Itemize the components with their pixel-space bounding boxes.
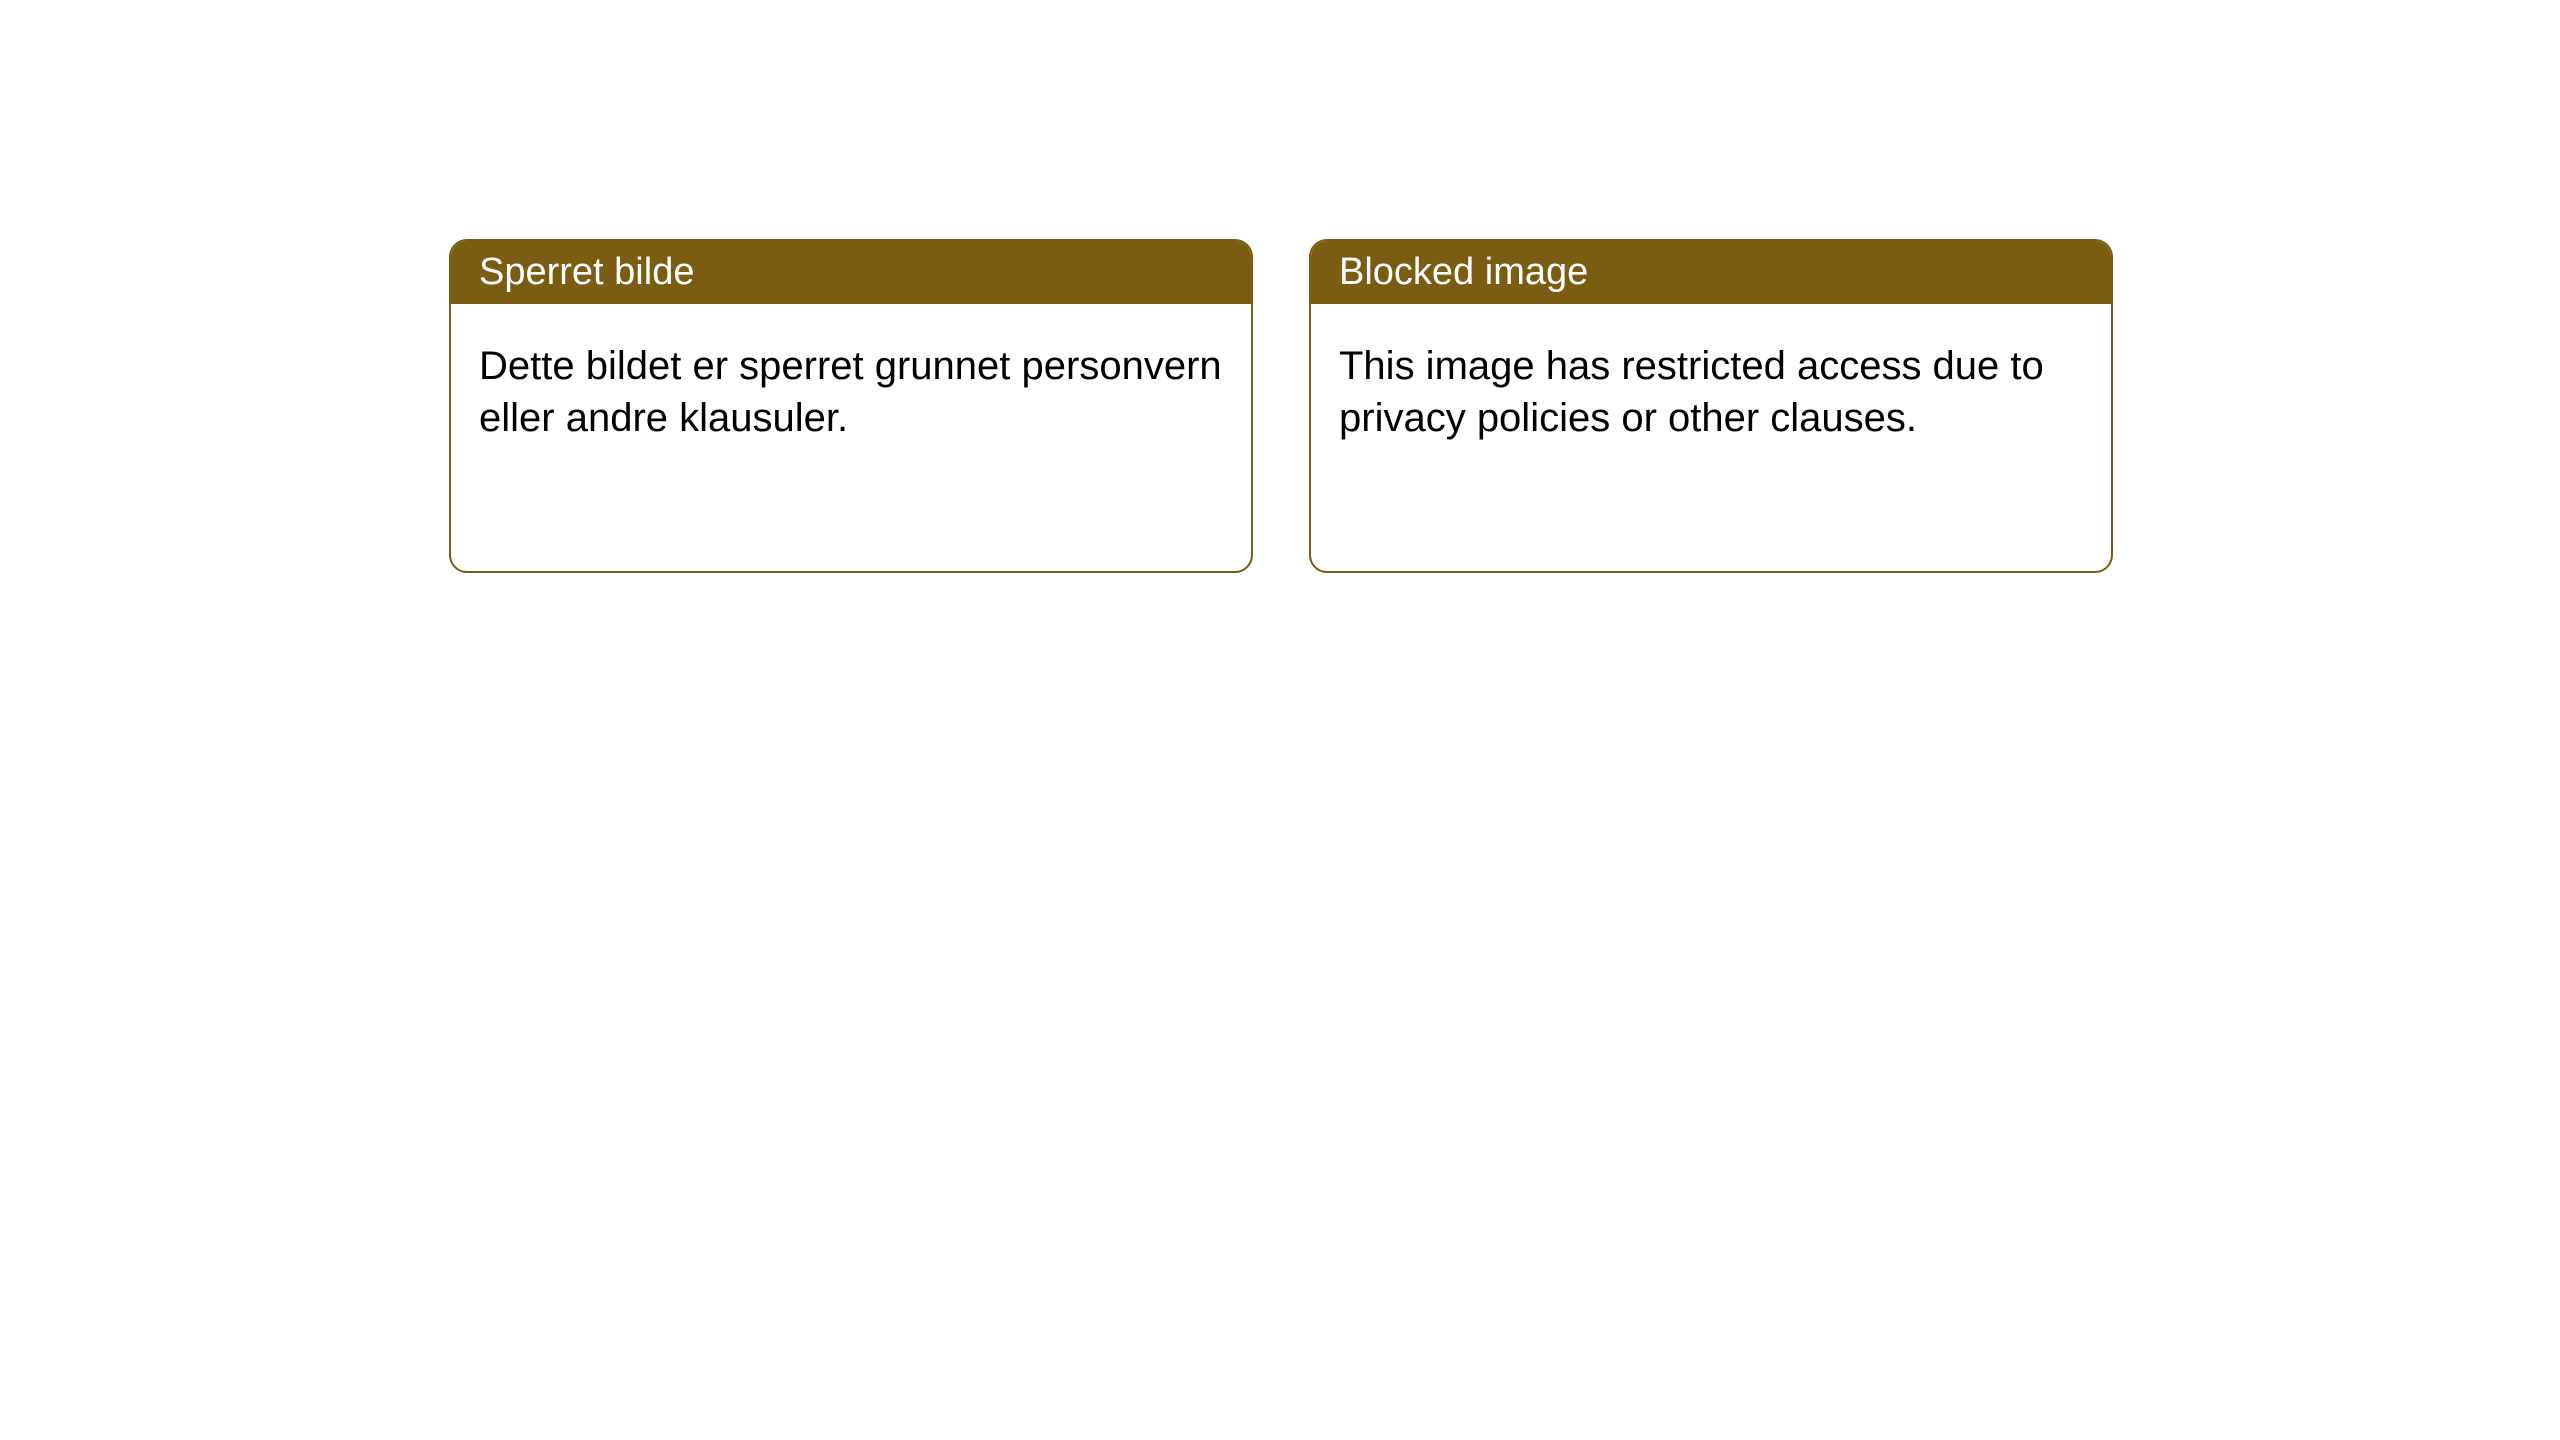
card-body-text: This image has restricted access due to …	[1339, 344, 2044, 440]
card-header: Blocked image	[1311, 241, 2111, 304]
card-body: Dette bildet er sperret grunnet personve…	[451, 304, 1251, 480]
blocked-image-card-en: Blocked image This image has restricted …	[1309, 239, 2113, 573]
card-body-text: Dette bildet er sperret grunnet personve…	[479, 344, 1222, 440]
card-title: Blocked image	[1339, 251, 1588, 293]
blocked-image-card-no: Sperret bilde Dette bildet er sperret gr…	[449, 239, 1253, 573]
card-title: Sperret bilde	[479, 251, 694, 293]
card-header: Sperret bilde	[451, 241, 1251, 304]
card-body: This image has restricted access due to …	[1311, 304, 2111, 480]
notice-container: Sperret bilde Dette bildet er sperret gr…	[0, 0, 2560, 573]
